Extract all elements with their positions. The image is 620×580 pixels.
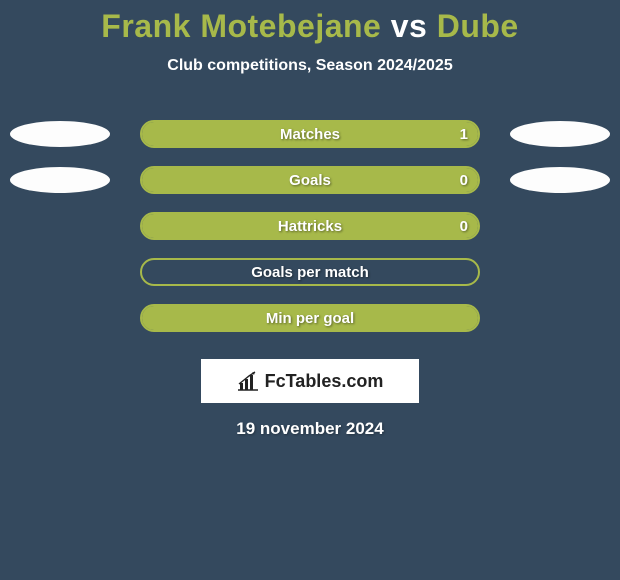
barchart-icon — [237, 371, 259, 391]
date-label: 19 november 2024 — [0, 419, 620, 439]
stat-row: Min per goal — [0, 295, 620, 341]
logo-box[interactable]: FcTables.com — [201, 359, 419, 403]
right-ellipse — [510, 167, 610, 193]
logo-text: FcTables.com — [265, 371, 384, 392]
stat-bar: Goals per match — [140, 258, 480, 286]
comparison-card: Frank Motebejane vs Dube Club competitio… — [0, 0, 620, 439]
left-ellipse — [10, 121, 110, 147]
right-ellipse — [510, 121, 610, 147]
stat-row: Goals per match — [0, 249, 620, 295]
subtitle: Club competitions, Season 2024/2025 — [0, 57, 620, 75]
stat-row: Matches1 — [0, 111, 620, 157]
stat-row: Hattricks0 — [0, 203, 620, 249]
player1-name: Frank Motebejane — [101, 8, 381, 44]
stat-bar: Matches1 — [140, 120, 480, 148]
stat-row: Goals0 — [0, 157, 620, 203]
stat-bar-fill — [142, 214, 478, 238]
stat-bar: Goals0 — [140, 166, 480, 194]
stat-bar-fill — [142, 168, 478, 192]
page-title: Frank Motebejane vs Dube — [0, 8, 620, 45]
stat-label: Goals per match — [142, 260, 478, 284]
player2-name: Dube — [437, 8, 519, 44]
stat-bar-fill — [142, 122, 478, 146]
left-ellipse — [10, 167, 110, 193]
title-vs: vs — [391, 8, 428, 44]
stat-bar: Hattricks0 — [140, 212, 480, 240]
stat-rows: Matches1 Goals0 Hattricks0 Goals per match M… — [0, 111, 620, 341]
stat-bar-fill — [142, 306, 478, 330]
stat-bar: Min per goal — [140, 304, 480, 332]
